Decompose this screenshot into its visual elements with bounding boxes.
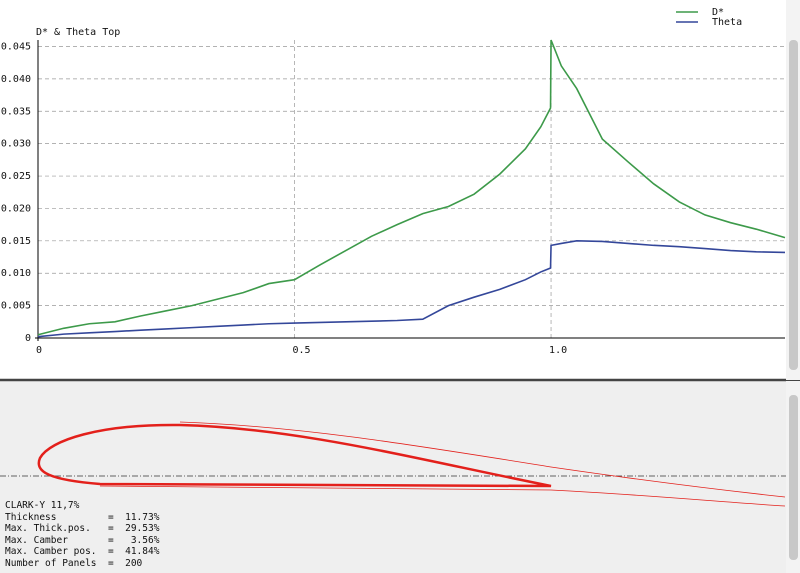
- info-line: CLARK-Y 11,7%: [5, 500, 80, 511]
- info-line: Max. Camber pos. = 41.84%: [5, 546, 160, 558]
- y-tick-label: 0.040: [1, 74, 31, 85]
- x-tick-label: 0: [36, 345, 42, 356]
- scrollbar-thumb[interactable]: [789, 395, 798, 560]
- y-tick-label: 0.015: [1, 236, 31, 247]
- y-tick-label: 0.020: [1, 203, 31, 214]
- displacement-top: [179, 421, 786, 498]
- info-line: Max. Camber = 3.56%: [5, 534, 160, 546]
- plot-panel: [0, 0, 800, 380]
- chart-title: D* & Theta Top: [36, 27, 120, 38]
- data-line: [37, 39, 786, 336]
- legend-label: D*: [712, 7, 724, 18]
- info-line: Number of Panels = 200: [5, 557, 143, 569]
- data-line: [37, 240, 786, 338]
- y-tick-label: 0.025: [1, 171, 31, 182]
- x-tick-label: 0.5: [293, 345, 311, 356]
- displacement-bottom: [99, 485, 786, 507]
- airfoil-shape: [37, 423, 552, 488]
- scrollbar-thumb[interactable]: [789, 40, 798, 370]
- legend-label: Theta: [712, 17, 742, 28]
- y-tick-label: 0.005: [1, 301, 31, 312]
- info-line: Max. Thick.pos. = 29.53%: [5, 523, 160, 535]
- y-tick-label: 0.035: [1, 106, 31, 117]
- y-tick-label: 0.010: [1, 268, 31, 279]
- y-tick-label: 0.045: [1, 41, 31, 52]
- y-tick-label: 0.030: [1, 139, 31, 150]
- info-line: Thickness = 11.73%: [5, 511, 160, 523]
- y-tick-label: 0: [25, 333, 31, 344]
- airfoil-info: CLARK-Y 11,7% Thickness = 11.73% Max. Thic…: [5, 500, 159, 570]
- airfoil-panel: [0, 381, 800, 573]
- x-tick-label: 1.0: [549, 345, 567, 356]
